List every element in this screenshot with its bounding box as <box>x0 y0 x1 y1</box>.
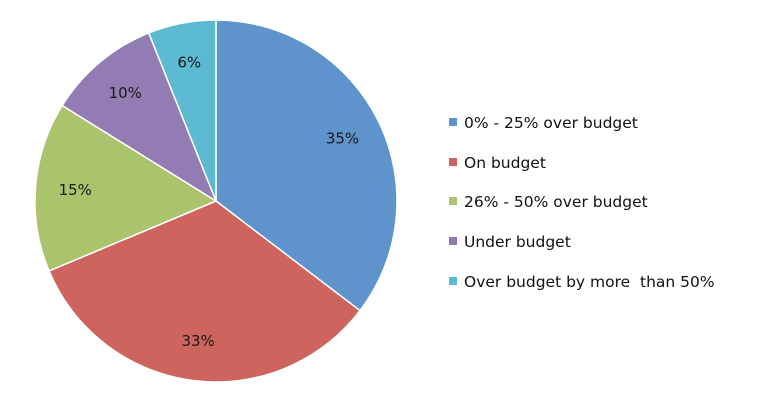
legend-item: 26% - 50% over budget <box>449 182 715 222</box>
legend-item: On budget <box>449 143 715 183</box>
legend-item: 0% - 25% over budget <box>449 103 715 143</box>
legend-label: 26% - 50% over budget <box>464 193 648 212</box>
data-label: 15% <box>59 181 92 199</box>
pie-slice <box>48 200 362 383</box>
data-label: 35% <box>326 129 359 147</box>
data-label: 6% <box>177 53 201 71</box>
legend-label: Under budget <box>464 232 571 251</box>
pie-slice <box>61 31 218 203</box>
legend-swatch <box>449 197 457 206</box>
legend-swatch <box>449 276 457 285</box>
legend-swatch <box>449 117 457 126</box>
legend-label: Over budget by more than 50% <box>464 272 715 291</box>
legend-label: 0% - 25% over budget <box>464 113 638 132</box>
legend-swatch <box>449 157 457 166</box>
legend-item: Under budget <box>449 222 715 262</box>
legend-label: On budget <box>464 153 546 172</box>
pie-slice <box>34 104 218 272</box>
legend: 0% - 25% over budget On budget 26% - 50% o… <box>449 103 715 301</box>
legend-swatch <box>449 236 457 245</box>
data-label: 33% <box>181 332 214 350</box>
data-label: 10% <box>109 84 142 102</box>
pie-slice <box>215 19 398 312</box>
pie-chart: 35% 33% 15% 10% 6% <box>34 19 398 383</box>
legend-item: Over budget by more than 50% <box>449 262 715 302</box>
pie-slice <box>147 19 217 202</box>
